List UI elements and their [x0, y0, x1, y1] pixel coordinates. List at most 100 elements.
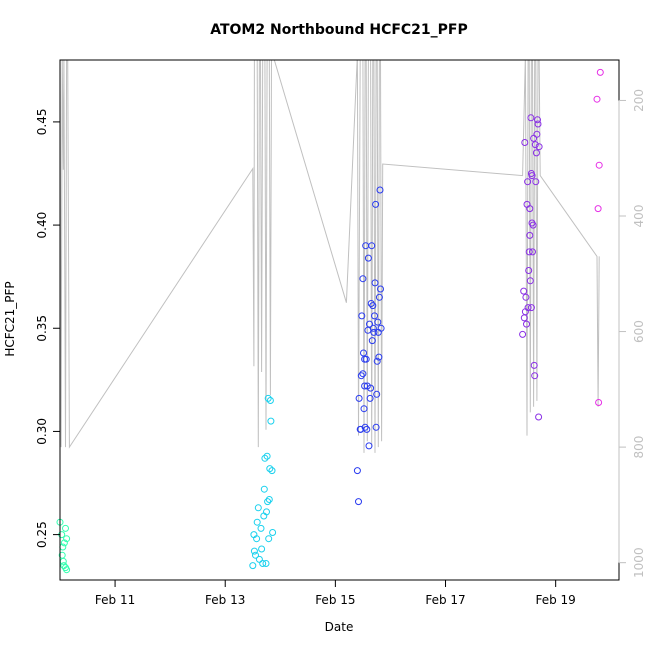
data-point: [526, 205, 534, 213]
data-point: [263, 508, 270, 516]
y-tick-label: 0.25: [35, 521, 49, 548]
data-point: [528, 172, 536, 180]
data-point: [376, 186, 384, 194]
data-point: [257, 524, 265, 532]
data-point: [255, 555, 263, 563]
data-point: [593, 95, 601, 103]
data-point: [525, 248, 533, 256]
data-point: [372, 423, 380, 431]
data-point: [367, 384, 375, 392]
data-point: [373, 390, 381, 398]
data-point: [534, 116, 541, 124]
data-point: [377, 324, 385, 332]
data-point: [526, 231, 534, 239]
data-point: [527, 304, 535, 312]
data-point: [63, 535, 71, 543]
x-axis-label: Date: [325, 620, 354, 634]
data-point: [353, 467, 361, 475]
data-point: [377, 285, 384, 293]
chart-title: ATOM2 Northbound HCFC21_PFP: [210, 22, 468, 38]
data-point: [359, 275, 367, 283]
y2-tick-label: 1000: [632, 547, 646, 578]
data-point: [264, 498, 272, 506]
data-point: [268, 467, 276, 475]
data-point: [269, 529, 277, 536]
data-point: [369, 302, 377, 310]
x-tick-label: Feb 17: [425, 593, 465, 607]
data-point: [373, 357, 381, 365]
data-point: [527, 114, 535, 122]
data-point: [531, 141, 539, 149]
y2-tick-label: 400: [632, 205, 646, 228]
data-point: [533, 130, 541, 138]
data-point: [524, 178, 532, 186]
x-tick-label: Feb 11: [95, 593, 135, 607]
data-point: [259, 560, 267, 567]
data-point: [62, 524, 69, 532]
data-point: [520, 287, 528, 295]
data-point: [519, 330, 527, 338]
data-point: [260, 485, 268, 493]
data-point: [253, 535, 261, 543]
data-point: [371, 279, 379, 287]
data-point: [375, 293, 383, 301]
plot-area: Feb 11 Feb 13 Feb 15 Feb 17 Feb 19 0.25 0.30 0.…: [35, 59, 646, 607]
y-tick-label: 0.30: [35, 418, 49, 445]
data-point: [370, 328, 378, 336]
data-point: [355, 394, 363, 402]
data-point: [532, 178, 540, 186]
data-point: [249, 562, 257, 570]
data-point: [250, 547, 258, 555]
data-point: [60, 539, 68, 547]
data-point: [263, 452, 271, 460]
data-point: [523, 320, 530, 328]
data-point: [361, 382, 369, 390]
data-point: [361, 355, 369, 363]
y-tick-label: 0.45: [35, 109, 49, 136]
data-point: [361, 423, 369, 431]
plot-frame: [59, 59, 620, 581]
data-point: [535, 143, 543, 151]
data-point: [266, 465, 274, 473]
data-point: [524, 304, 532, 312]
data-point: [365, 442, 373, 450]
data-point: [265, 535, 273, 543]
altitude-line: [60, 60, 600, 453]
data-point: [522, 293, 530, 301]
data-point: [369, 324, 377, 332]
data-point: [595, 161, 603, 169]
x-tick-label: Feb 19: [535, 593, 575, 607]
data-point: [526, 277, 534, 285]
y2-tick-label: 800: [632, 436, 646, 459]
y2-tick-label: 600: [632, 320, 646, 343]
data-point: [254, 504, 262, 512]
data-point: [368, 337, 376, 345]
data-point: [357, 372, 365, 380]
data-point: [530, 361, 538, 369]
data-point: [253, 518, 261, 526]
data-point: [521, 139, 529, 146]
data-point: [357, 425, 365, 433]
data-point: [374, 318, 382, 326]
data-point: [360, 405, 368, 413]
data-point: [264, 394, 272, 402]
data-point: [63, 566, 71, 574]
data-point: [366, 394, 374, 402]
data-point: [531, 372, 539, 380]
data-point: [265, 496, 273, 503]
data-point: [258, 545, 266, 553]
data-point: [529, 221, 537, 229]
data-point: [252, 551, 259, 559]
data-point: [359, 370, 367, 378]
x-tick-label: Feb 13: [205, 593, 245, 607]
data-point: [532, 149, 540, 157]
data-point: [364, 254, 372, 262]
data-point: [262, 560, 270, 567]
data-point: [375, 353, 383, 361]
data-point: [594, 205, 602, 213]
y-tick-label: 0.35: [35, 315, 49, 342]
data-point: [261, 454, 269, 462]
data-point: [534, 120, 542, 128]
data-point: [372, 200, 380, 208]
